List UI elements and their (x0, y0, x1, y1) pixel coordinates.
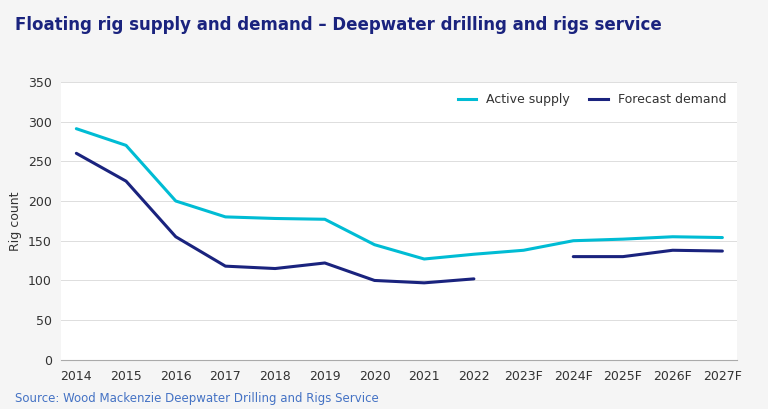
Text: Source: Wood Mackenzie Deepwater Drilling and Rigs Service: Source: Wood Mackenzie Deepwater Drillin… (15, 392, 379, 405)
Y-axis label: Rig count: Rig count (9, 191, 22, 251)
Legend: Active supply, Forecast demand: Active supply, Forecast demand (452, 88, 731, 111)
Text: Floating rig supply and demand – Deepwater drilling and rigs service: Floating rig supply and demand – Deepwat… (15, 16, 662, 34)
